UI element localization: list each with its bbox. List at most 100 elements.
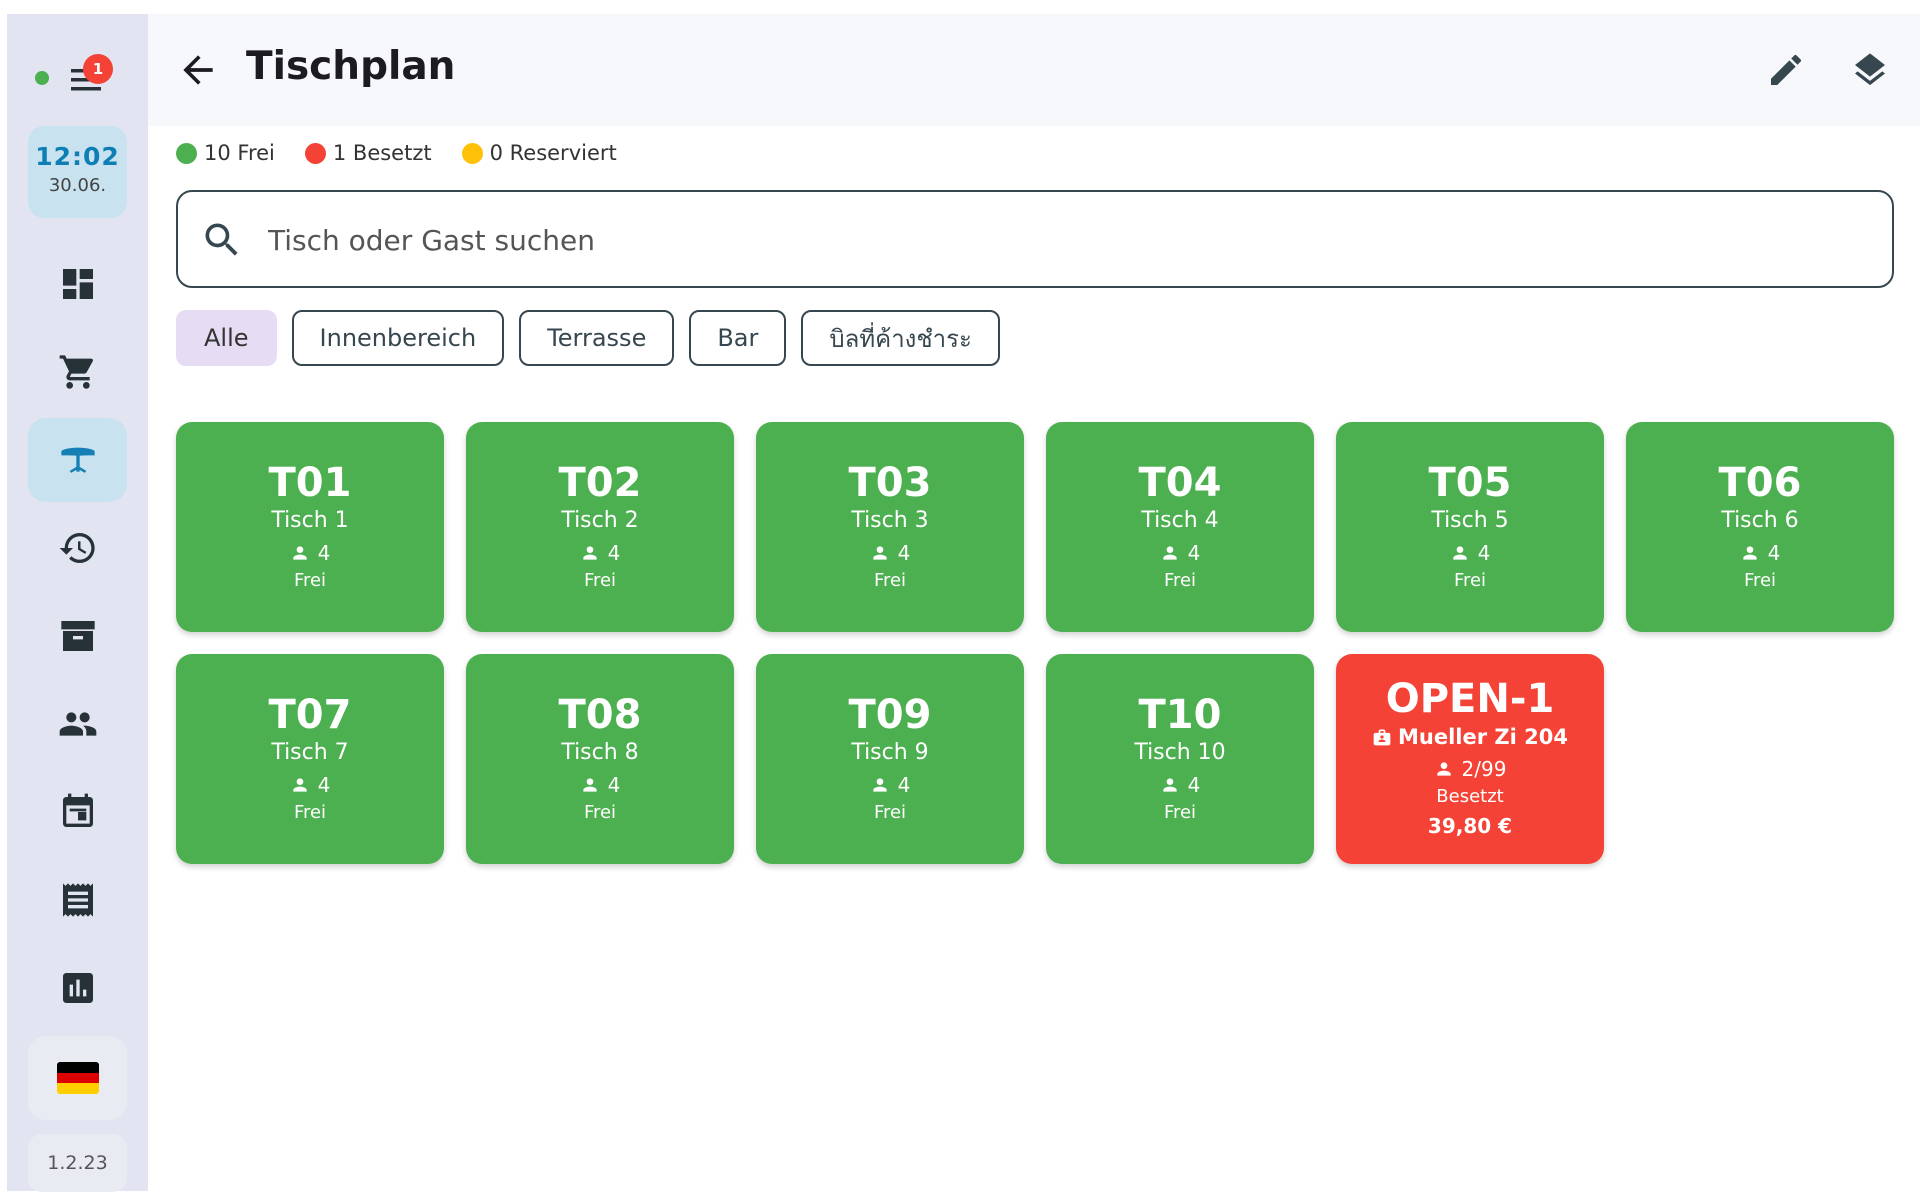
table-seats: 4 [1160, 538, 1201, 568]
german-flag-icon [56, 1062, 99, 1094]
seat-count: 4 [897, 541, 911, 565]
person-icon [1162, 778, 1177, 792]
filter-chip-terrace[interactable]: Terrasse [519, 310, 675, 366]
layers-button[interactable] [1850, 50, 1894, 94]
notification-badge: 1 [83, 54, 113, 84]
occupied-dot [304, 142, 326, 164]
table-card-t03[interactable]: T03 Tisch 3 4 Frei [756, 422, 1024, 632]
table-card-t06[interactable]: T06 Tisch 6 4 Frei [1626, 422, 1894, 632]
seat-count: 4 [607, 541, 621, 565]
table-seats: 4 [1450, 538, 1490, 568]
person-icon [292, 546, 307, 560]
table-name: Tisch 3 [851, 508, 929, 533]
people-icon [59, 712, 96, 736]
nav-archive[interactable] [28, 594, 127, 678]
search-icon [205, 223, 238, 256]
table-status: Frei [293, 802, 327, 823]
cart-icon [59, 355, 93, 389]
layers-icon [1855, 53, 1885, 86]
legend-reserved: 0 Reserviert [461, 141, 617, 165]
table-status: Frei [873, 802, 907, 823]
legend-occupied-label: 1 Besetzt [332, 141, 432, 165]
clock: 12:02 30.06. [28, 126, 127, 218]
filter-chip-indoor[interactable]: Innenbereich [291, 310, 505, 366]
table-code: T03 [848, 460, 932, 506]
clock-time: 12:02 [35, 142, 120, 171]
arrow-back-icon [183, 55, 213, 85]
table-seats: 4 [1160, 770, 1200, 800]
seat-count: 4 [607, 773, 621, 797]
person-icon [582, 546, 597, 560]
nav-calendar[interactable] [28, 770, 127, 854]
filter-chip-bar[interactable]: Bar [689, 310, 787, 366]
table-amount: 39,80 € [1427, 814, 1513, 838]
table-seats: 4 [870, 538, 911, 568]
search-input[interactable] [268, 216, 1848, 264]
table-code: OPEN-1 [1385, 676, 1555, 722]
table-seats: 2/99 [1434, 754, 1507, 784]
filter-chip-all[interactable]: Alle [176, 310, 277, 366]
person-icon [292, 778, 307, 792]
edit-button[interactable] [1766, 50, 1810, 94]
archive-icon [60, 621, 95, 651]
table-status: Frei [873, 570, 907, 591]
table-seats: 4 [290, 770, 330, 800]
table-card-t05[interactable]: T05 Tisch 5 4 Frei [1336, 422, 1604, 632]
nav-customers[interactable] [28, 682, 127, 766]
table-card-t09[interactable]: T09 Tisch 9 4 Frei [756, 654, 1024, 864]
table-card-t01[interactable]: T01 Tisch 1 4 Frei [176, 422, 444, 632]
sidebar: 1 12:02 30.06. [7, 14, 148, 1192]
hotel-guest-icon [1373, 729, 1391, 746]
language-button[interactable] [28, 1036, 127, 1120]
free-dot [176, 142, 197, 164]
table-name: Tisch 7 [271, 740, 349, 765]
back-button[interactable] [176, 48, 220, 92]
filter-chips: Alle Innenbereich Terrasse Bar บิลที่ค้า… [176, 310, 1000, 366]
table-guest: Mueller Zi 204 [1372, 722, 1568, 752]
table-status: Besetzt [1436, 786, 1504, 807]
nav-orders[interactable] [28, 330, 127, 414]
table-name: Tisch 5 [1431, 508, 1509, 533]
receipt-icon [62, 883, 93, 917]
table-code: T04 [1138, 460, 1222, 506]
table-icon [60, 447, 95, 473]
table-card-t07[interactable]: T07 Tisch 7 4 Frei [176, 654, 444, 864]
header: Tischplan [148, 14, 1920, 126]
nav-receipts[interactable] [28, 858, 127, 942]
nav-history[interactable] [28, 506, 127, 590]
person-icon [1742, 546, 1757, 560]
table-card-t02[interactable]: T02 Tisch 2 4 Frei [466, 422, 734, 632]
guest-name: Mueller Zi 204 [1398, 725, 1568, 749]
table-name: Tisch 6 [1721, 508, 1799, 533]
person-icon [872, 778, 887, 792]
legend-occupied: 1 Besetzt [304, 141, 432, 165]
table-name: Tisch 4 [1141, 508, 1219, 533]
table-status: Frei [1163, 802, 1197, 823]
table-card-t08[interactable]: T08 Tisch 8 4 Frei [466, 654, 734, 864]
filter-chip-outstanding-bills[interactable]: บิลที่ค้างชำระ [801, 310, 1000, 366]
seat-count: 2/99 [1461, 757, 1507, 781]
page-title: Tischplan [246, 44, 456, 89]
reserved-dot [461, 142, 483, 164]
open-table-card[interactable]: OPEN-1 Mueller Zi 204 2/99 Besetzt 39,80… [1336, 654, 1604, 864]
table-code: T06 [1718, 460, 1802, 506]
table-card-t10[interactable]: T10 Tisch 10 4 Frei [1046, 654, 1314, 864]
legend-reserved-label: 0 Reserviert [489, 141, 617, 165]
table-code: T09 [848, 692, 932, 738]
table-card-t04[interactable]: T04 Tisch 4 4 Frei [1046, 422, 1314, 632]
table-code: T08 [558, 692, 642, 738]
seat-count: 4 [1187, 541, 1201, 565]
table-code: T02 [558, 460, 642, 506]
table-status: Frei [293, 570, 327, 591]
nav-tables[interactable] [28, 418, 127, 502]
calendar-icon [62, 793, 93, 827]
nav-reports[interactable] [28, 946, 127, 1030]
dashboard-icon [62, 269, 93, 299]
table-code: T07 [268, 692, 352, 738]
table-seats: 4 [580, 770, 621, 800]
nav-dashboard[interactable] [28, 242, 127, 326]
table-status: Frei [583, 802, 617, 823]
person-icon [1452, 546, 1467, 560]
person-icon [582, 778, 597, 792]
